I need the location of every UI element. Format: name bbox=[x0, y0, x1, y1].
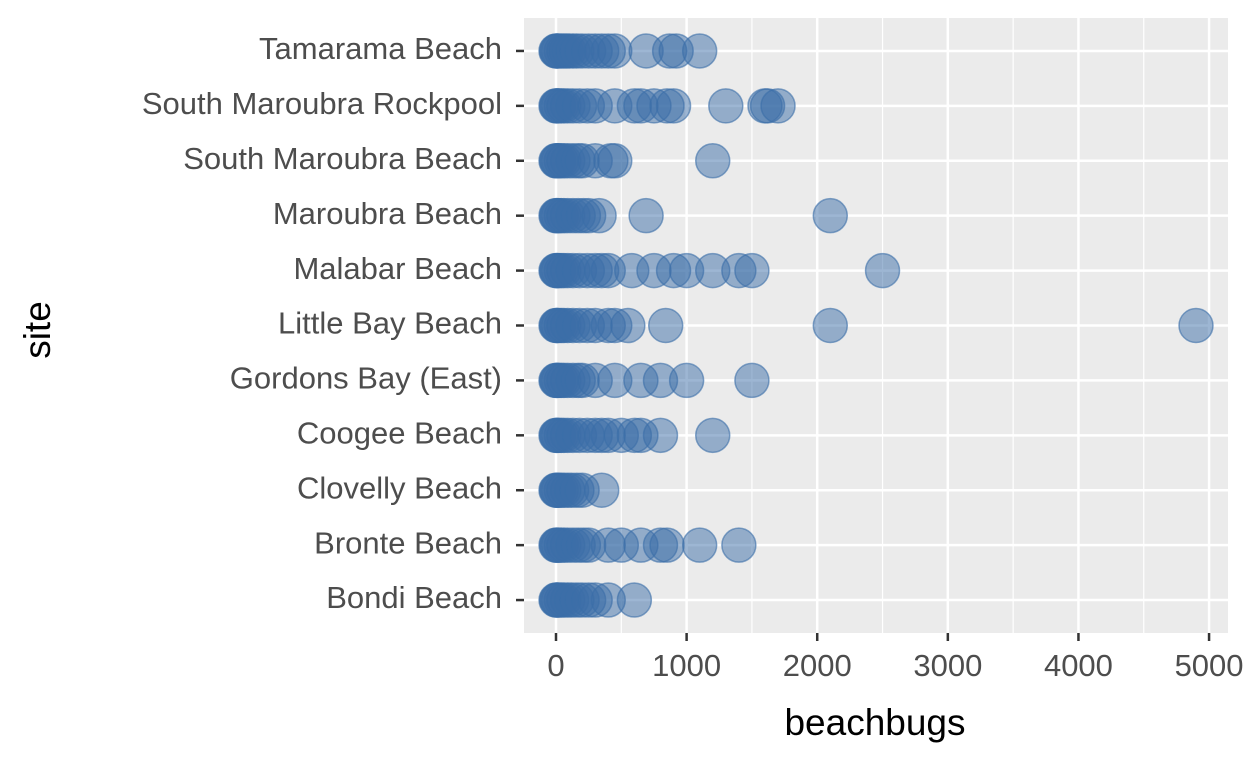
y-tick-label: Clovelly Beach bbox=[297, 470, 502, 505]
point bbox=[760, 88, 796, 124]
y-tick-label: Maroubra Beach bbox=[273, 196, 502, 231]
x-tick-label: 4000 bbox=[1044, 648, 1113, 683]
point bbox=[616, 582, 653, 618]
point bbox=[610, 307, 646, 344]
point bbox=[1178, 307, 1214, 344]
point bbox=[668, 362, 705, 399]
point bbox=[647, 307, 684, 344]
point bbox=[583, 472, 620, 508]
x-tick-label: 0 bbox=[547, 648, 564, 683]
y-tick-label: South Maroubra Rockpool bbox=[142, 86, 502, 121]
point bbox=[597, 143, 633, 179]
x-axis-title: beachbugs bbox=[784, 702, 965, 743]
point bbox=[649, 527, 685, 563]
y-tick-label: Gordons Bay (East) bbox=[230, 361, 502, 396]
point bbox=[628, 197, 664, 234]
x-tick-label: 2000 bbox=[783, 648, 852, 683]
point bbox=[597, 33, 633, 69]
y-axis-title: site bbox=[17, 301, 58, 359]
point bbox=[642, 417, 679, 454]
point bbox=[655, 88, 692, 124]
y-tick-label: Bondi Beach bbox=[326, 580, 502, 615]
x-tick-label: 5000 bbox=[1175, 648, 1244, 683]
point bbox=[812, 197, 849, 234]
point bbox=[694, 143, 731, 179]
point bbox=[681, 33, 718, 69]
y-tick-label: Coogee Beach bbox=[297, 416, 502, 451]
point bbox=[734, 252, 770, 289]
y-tick-label: Little Bay Beach bbox=[278, 306, 502, 341]
x-tick-label: 1000 bbox=[652, 648, 721, 683]
point bbox=[581, 197, 617, 234]
y-tick-label: Malabar Beach bbox=[293, 251, 502, 286]
point bbox=[681, 527, 718, 563]
y-tick-label: South Maroubra Beach bbox=[183, 141, 502, 176]
point bbox=[721, 527, 757, 563]
y-tick-label: Bronte Beach bbox=[314, 525, 502, 560]
point bbox=[864, 252, 901, 289]
x-tick-label: 3000 bbox=[913, 648, 982, 683]
point bbox=[708, 88, 744, 124]
y-tick-label: Tamarama Beach bbox=[259, 31, 502, 66]
point bbox=[734, 362, 770, 399]
point bbox=[694, 417, 731, 454]
point bbox=[812, 307, 849, 344]
